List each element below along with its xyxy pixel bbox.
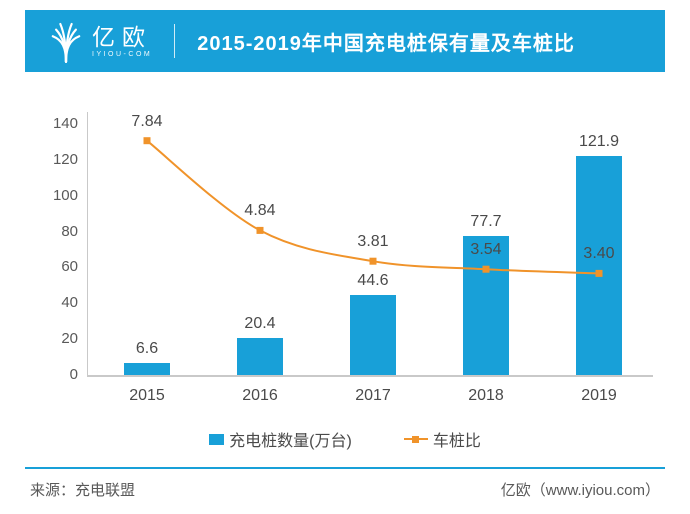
legend-bar-label: 充电桩数量(万台) (229, 433, 352, 450)
line-value-label: 4.84 (244, 202, 276, 220)
branding-text: 亿欧（www.iyiou.com） (500, 482, 660, 499)
header-banner: 亿欧 IYIOU-COM 2015-2019年中国充电桩保有量及车桩比 (25, 10, 665, 72)
y-tick-label: 140 (52, 115, 78, 132)
y-tick-label: 40 (61, 294, 78, 312)
footer-divider (25, 467, 665, 469)
bar-value-label: 121.9 (578, 133, 620, 151)
chart-title: 2015-2019年中国充电桩保有量及车桩比 (197, 32, 575, 55)
legend-line-label: 车桩比 (432, 433, 481, 450)
bar-value-label: 20.4 (244, 315, 276, 333)
header-divider (174, 24, 176, 58)
x-axis-label: 2015 (129, 387, 165, 404)
logo-sub-text: IYIOU-COM (92, 50, 153, 58)
y-tick-label: 60 (61, 258, 78, 276)
y-axis-line (87, 112, 88, 375)
line-value-label: 3.40 (583, 245, 615, 263)
line-value-label: 3.81 (357, 233, 389, 251)
y-tick-label: 20 (61, 330, 78, 348)
bar-2015 (124, 363, 170, 375)
legend-item-line: 车桩比 (403, 427, 481, 451)
logo-cn-text: 亿欧 (92, 23, 152, 50)
legend-item-bars: 充电桩数量(万台) (209, 427, 352, 451)
source-text: 来源：充电联盟 (30, 482, 136, 499)
bar-2017 (350, 295, 396, 375)
bar-value-label: 44.6 (357, 272, 389, 290)
y-tick-label: 100 (52, 186, 78, 204)
y-tick-label: 120 (52, 150, 78, 168)
bar-value-label: 77.7 (470, 212, 502, 230)
line-marker (595, 269, 603, 277)
bar-value-label: 6.6 (135, 340, 159, 358)
x-axis-label: 2018 (468, 387, 504, 404)
bar-swatch-icon (209, 433, 225, 445)
line-value-label: 7.84 (131, 112, 163, 130)
ratio-line (146, 139, 600, 275)
bar-2019 (576, 156, 622, 375)
iyiou-logo: 亿欧 IYIOU-COM (49, 19, 152, 63)
y-tick-label: 0 (69, 366, 78, 383)
x-axis-line (87, 375, 653, 377)
line-value-label: 3.54 (470, 241, 502, 259)
line-marker (369, 257, 377, 265)
line-marker (256, 226, 264, 234)
footer: 来源：充电联盟 亿欧（www.iyiou.com） (30, 479, 660, 500)
bar-2018 (463, 235, 509, 375)
line-swatch-icon (403, 435, 428, 444)
legend: 充电桩数量(万台) 车桩比 (0, 427, 690, 451)
x-axis-label: 2017 (355, 387, 391, 404)
bar-2016 (237, 338, 283, 375)
x-axis-label: 2019 (581, 387, 617, 404)
x-axis-label: 2016 (242, 387, 278, 404)
line-marker (143, 137, 151, 145)
iyiou-logo-text: 亿欧 IYIOU-COM (92, 25, 152, 58)
line-marker (482, 265, 490, 273)
y-tick-label: 80 (61, 222, 78, 240)
iyiou-logo-icon (49, 19, 83, 63)
